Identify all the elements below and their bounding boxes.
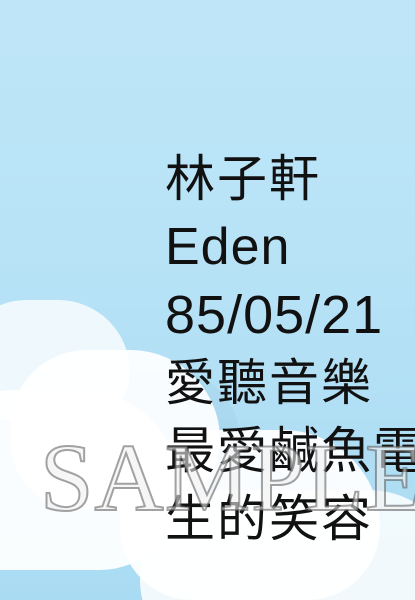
favorite-text-line-1: 最愛鹹魚電: [165, 423, 415, 479]
profile-text-block: 林子軒 Eden 85/05/21 愛聽音樂 最愛鹹魚電 生的笑容: [165, 145, 415, 553]
cloud-shape: [140, 490, 415, 600]
birthdate: 85/05/21: [165, 285, 384, 345]
hobby-text: 愛聽音樂: [165, 355, 373, 411]
favorite-text-line-2: 生的笑容: [165, 491, 373, 547]
name-chinese: 林子軒: [165, 151, 321, 207]
name-english: Eden: [165, 218, 291, 276]
